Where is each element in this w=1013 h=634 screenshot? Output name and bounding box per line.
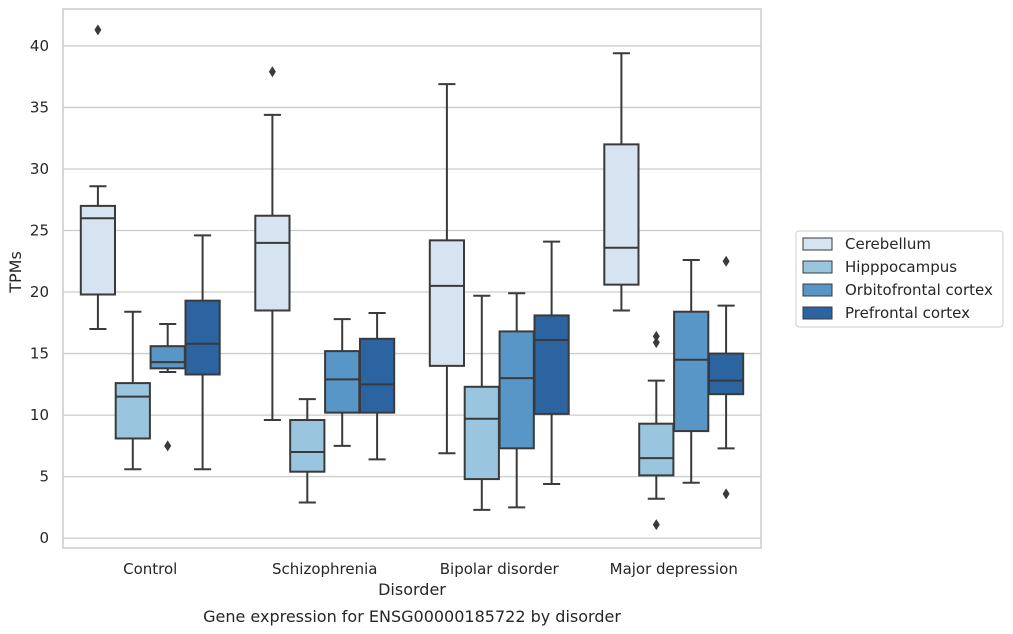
box-3-2 — [533, 240, 570, 486]
box-0-0 — [79, 24, 117, 330]
box-body — [498, 330, 535, 450]
y-tick-label-20: 20 — [30, 283, 49, 301]
box-2-2 — [498, 292, 535, 509]
box-body — [254, 214, 291, 312]
box-body — [463, 385, 500, 481]
legend: Cerebellum Hipppocampus Orbitofrontal cort… — [795, 230, 1004, 328]
box-body — [114, 382, 151, 440]
box-1-2 — [463, 294, 500, 511]
box-0-3 — [603, 52, 640, 312]
legend-label-0: Cerebellum — [845, 235, 931, 253]
box-body — [184, 299, 221, 376]
box-body — [324, 350, 361, 414]
y-tick-labels: 0 5 10 15 20 25 30 35 40 — [30, 37, 49, 547]
box-body — [533, 314, 570, 415]
box-0-2 — [428, 83, 466, 455]
legend-swatch-1 — [802, 260, 833, 274]
y-tick-label-40: 40 — [30, 37, 49, 55]
box-1-3 — [638, 330, 675, 531]
box-1-1 — [289, 398, 326, 504]
y-tick-label-5: 5 — [39, 468, 49, 486]
legend-label-2: Orbitofrontal cortex — [845, 281, 993, 299]
legend-swatch-3 — [802, 306, 833, 320]
box-body — [707, 352, 745, 396]
box-body — [289, 419, 326, 473]
outlier-0 — [722, 488, 730, 500]
outlier-0 — [652, 519, 660, 531]
y-axis-label: TPMs — [6, 251, 25, 294]
box-body — [428, 239, 466, 367]
plot-frame — [62, 8, 762, 549]
box-3-3 — [707, 255, 745, 500]
box-3-1 — [358, 311, 396, 461]
legend-frame — [795, 230, 1004, 328]
outlier-1 — [722, 255, 730, 267]
box-body — [638, 422, 675, 477]
outlier-0 — [164, 440, 172, 452]
y-tick-label-0: 0 — [39, 529, 49, 547]
outlier-1 — [652, 336, 660, 348]
y-tick-label-30: 30 — [30, 160, 49, 178]
box-body — [149, 345, 186, 370]
y-tick-label-25: 25 — [30, 222, 49, 240]
outlier-0 — [268, 66, 276, 78]
y-tick-label-10: 10 — [30, 406, 49, 424]
x-tick-label-2: Bipolar disorder — [440, 560, 560, 578]
x-axis-label: Disorder — [378, 580, 446, 599]
box-2-3 — [673, 259, 710, 484]
box-body — [358, 337, 396, 414]
box-0-1 — [254, 66, 291, 422]
boxes — [79, 24, 745, 531]
box-body — [673, 310, 710, 433]
legend-swatch-2 — [802, 283, 833, 297]
x-tick-label-0: Control — [123, 560, 177, 578]
y-tick-label-15: 15 — [30, 345, 49, 363]
box-3-0 — [184, 234, 221, 471]
box-2-0 — [149, 323, 186, 452]
y-tick-label-35: 35 — [30, 98, 49, 116]
x-tick-label-1: Schizophrenia — [272, 560, 377, 578]
box-1-0 — [114, 310, 151, 471]
legend-label-3: Prefrontal cortex — [845, 304, 970, 322]
chart-title: Gene expression for ENSG00000185722 by d… — [203, 607, 621, 626]
box-body — [79, 204, 117, 296]
x-tick-label-3: Major depression — [610, 560, 738, 578]
box-body — [603, 143, 640, 286]
outlier-2 — [652, 330, 660, 342]
x-tick-labels: Control Schizophrenia Bipolar disorder Majo… — [123, 560, 738, 578]
legend-label-1: Hipppocampus — [845, 258, 957, 276]
legend-swatch-0 — [802, 237, 833, 251]
outlier-0 — [94, 24, 102, 36]
